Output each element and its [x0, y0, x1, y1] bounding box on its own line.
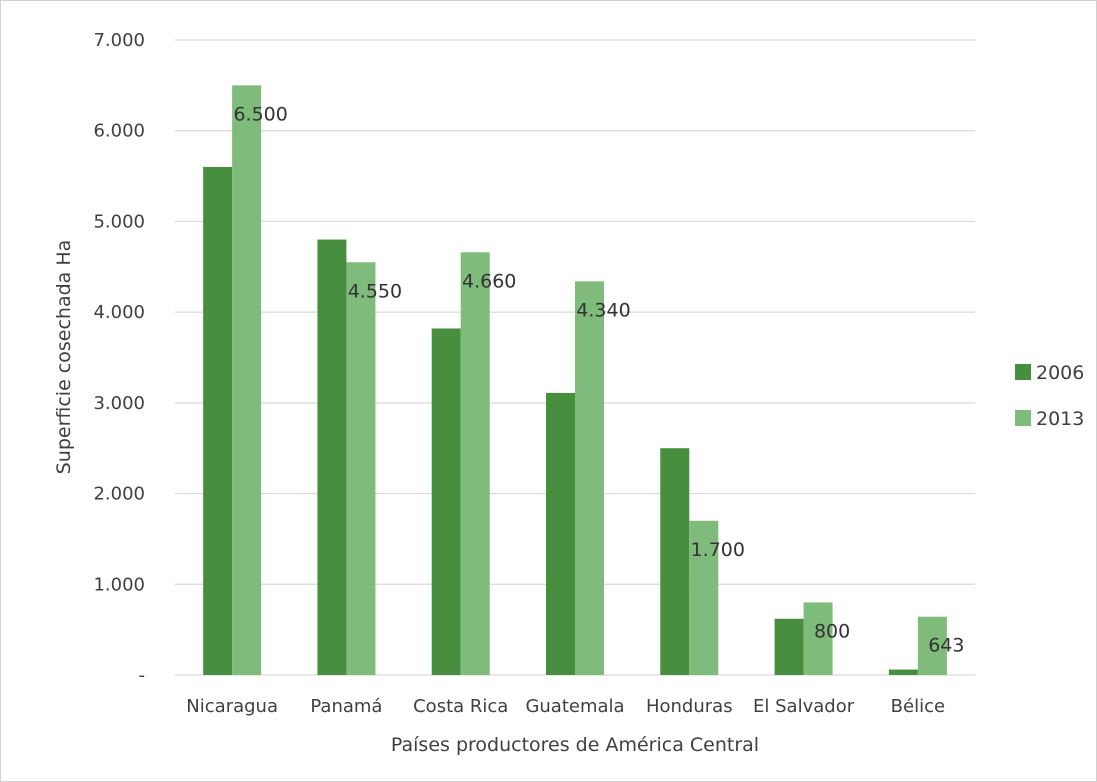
bars	[203, 85, 947, 676]
data-label: 800	[814, 620, 850, 642]
legend-label: 2013	[1036, 408, 1084, 430]
data-label: 1.700	[691, 539, 745, 561]
x-tick-label: Honduras	[646, 696, 733, 717]
bar-2006-3	[546, 392, 575, 675]
y-tick-label: 7.000	[93, 30, 145, 51]
y-tick-label: -	[139, 665, 146, 686]
legend-label: 2006	[1036, 362, 1084, 384]
data-label: 4.340	[576, 299, 630, 321]
bar-2006-5	[774, 618, 804, 675]
data-label: 6.500	[233, 103, 287, 125]
legend-swatch-2013	[1015, 410, 1031, 426]
bar-2013-1	[346, 262, 376, 675]
bar-2006-4	[660, 448, 690, 675]
legend: 2006 2013	[1015, 362, 1084, 430]
x-axis-title: Países productores de América Central	[391, 734, 759, 756]
data-label: 4.550	[348, 280, 402, 302]
x-tick-label: Costa Rica	[413, 696, 508, 717]
x-tick-label: Bélice	[891, 696, 945, 717]
bar-2013-0	[232, 85, 262, 676]
bar-2013-5	[803, 602, 833, 675]
y-tick-label: 4.000	[93, 302, 145, 323]
y-tick-label: 2.000	[93, 484, 145, 505]
data-labels: 6.500 4.550 4.660 4.340 1.700 800 643	[233, 103, 964, 656]
bar-2006-6	[888, 669, 918, 675]
y-tick-label: 3.000	[93, 393, 145, 414]
x-tick-label: Guatemala	[525, 696, 624, 717]
x-tick-labels: Nicaragua Panamá Costa Rica Guatemala Hondur…	[186, 696, 945, 717]
bar-2013-3	[575, 281, 604, 675]
y-tick-label: 5.000	[93, 211, 145, 232]
data-label: 4.660	[462, 270, 516, 292]
y-axis-title: Superficie cosechada Ha	[53, 240, 75, 475]
legend-swatch-2006	[1015, 364, 1031, 380]
bar-2013-6	[917, 616, 947, 675]
data-label: 643	[928, 635, 964, 657]
y-tick-label: 1.000	[93, 574, 145, 595]
bar-2013-2	[460, 252, 490, 675]
y-tick-labels: - 1.000 2.000 3.000 4.000 5.000 6.000 7.000	[93, 30, 145, 686]
bar-2006-2	[431, 328, 461, 675]
x-tick-label: Panamá	[310, 696, 382, 717]
bar-2006-0	[203, 167, 233, 675]
x-tick-label: El Salvador	[753, 696, 855, 717]
y-tick-label: 6.000	[93, 121, 145, 142]
x-tick-label: Nicaragua	[186, 696, 278, 717]
bar-2006-1	[317, 239, 347, 676]
bar-2013-4	[689, 520, 719, 675]
